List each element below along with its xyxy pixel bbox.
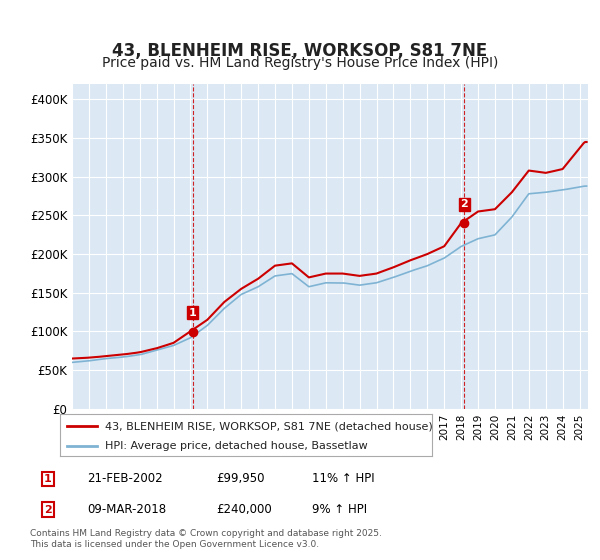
Text: 21-FEB-2002: 21-FEB-2002 [87, 472, 163, 486]
Text: Price paid vs. HM Land Registry's House Price Index (HPI): Price paid vs. HM Land Registry's House … [102, 56, 498, 70]
Text: £240,000: £240,000 [216, 503, 272, 516]
Text: 1: 1 [44, 474, 52, 484]
Text: 2: 2 [44, 505, 52, 515]
Text: 1: 1 [189, 307, 197, 318]
Text: £99,950: £99,950 [216, 472, 265, 486]
Text: 9% ↑ HPI: 9% ↑ HPI [312, 503, 367, 516]
Text: 09-MAR-2018: 09-MAR-2018 [87, 503, 166, 516]
Text: 11% ↑ HPI: 11% ↑ HPI [312, 472, 374, 486]
Text: 43, BLENHEIM RISE, WORKSOP, S81 7NE (detached house): 43, BLENHEIM RISE, WORKSOP, S81 7NE (det… [104, 421, 433, 431]
Text: 43, BLENHEIM RISE, WORKSOP, S81 7NE: 43, BLENHEIM RISE, WORKSOP, S81 7NE [112, 42, 488, 60]
Text: Contains HM Land Registry data © Crown copyright and database right 2025.
This d: Contains HM Land Registry data © Crown c… [30, 529, 382, 549]
Text: HPI: Average price, detached house, Bassetlaw: HPI: Average price, detached house, Bass… [104, 441, 367, 451]
Text: 2: 2 [460, 199, 468, 209]
